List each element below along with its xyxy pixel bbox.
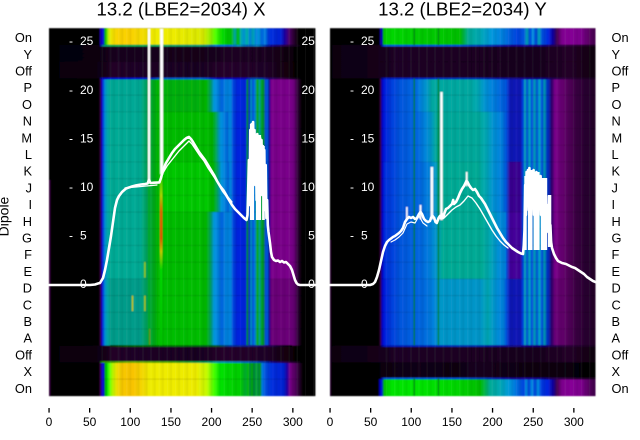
svg-text:Off: Off: [612, 347, 629, 362]
svg-text:E: E: [612, 264, 621, 279]
svg-text:M: M: [612, 130, 623, 145]
svg-text:Y: Y: [23, 47, 32, 62]
svg-text:N: N: [612, 114, 621, 129]
svg-text:20: 20: [361, 83, 375, 97]
svg-text:0: 0: [308, 277, 315, 291]
svg-text:L: L: [25, 147, 32, 162]
svg-text:G: G: [22, 231, 32, 246]
svg-text:A: A: [23, 331, 32, 346]
svg-text:F: F: [612, 247, 620, 262]
svg-text:5: 5: [80, 229, 87, 243]
svg-text:150: 150: [161, 415, 181, 429]
svg-text:P: P: [612, 80, 621, 95]
svg-text:K: K: [612, 164, 621, 179]
svg-text:Off: Off: [612, 64, 629, 79]
svg-text:X: X: [612, 364, 621, 379]
svg-text:10: 10: [301, 180, 315, 194]
svg-text:-: -: [69, 131, 73, 145]
svg-text:15: 15: [361, 131, 375, 145]
svg-text:On: On: [15, 381, 32, 396]
svg-text:M: M: [21, 130, 32, 145]
svg-text:-: -: [350, 229, 354, 243]
svg-text:On: On: [612, 381, 629, 396]
svg-text:-: -: [69, 180, 73, 194]
svg-text:25: 25: [301, 34, 315, 48]
svg-text:20: 20: [301, 83, 315, 97]
svg-text:10: 10: [80, 180, 94, 194]
svg-text:-: -: [350, 131, 354, 145]
svg-text:-: -: [350, 180, 354, 194]
svg-text:O: O: [22, 97, 32, 112]
svg-text:5: 5: [308, 229, 315, 243]
svg-text:H: H: [23, 214, 32, 229]
svg-text:D: D: [23, 281, 32, 296]
svg-text:C: C: [612, 297, 621, 312]
svg-text:200: 200: [483, 415, 503, 429]
svg-text:250: 250: [242, 415, 262, 429]
svg-text:Off: Off: [15, 64, 32, 79]
svg-text:0: 0: [327, 415, 334, 429]
svg-text:0: 0: [46, 415, 53, 429]
svg-text:300: 300: [283, 415, 303, 429]
svg-text:50: 50: [83, 415, 97, 429]
svg-text:13.2 (LBE2=2034) Y: 13.2 (LBE2=2034) Y: [378, 0, 547, 20]
svg-text:On: On: [612, 30, 629, 45]
svg-text:0: 0: [361, 277, 368, 291]
svg-text:100: 100: [120, 415, 140, 429]
svg-text:200: 200: [202, 415, 222, 429]
svg-text:H: H: [612, 214, 621, 229]
svg-text:D: D: [612, 281, 621, 296]
svg-text:O: O: [612, 97, 622, 112]
svg-text:F: F: [24, 247, 32, 262]
svg-text:50: 50: [364, 415, 378, 429]
svg-text:100: 100: [401, 415, 421, 429]
svg-text:-: -: [69, 34, 73, 48]
svg-text:15: 15: [80, 131, 94, 145]
svg-text:X: X: [23, 364, 32, 379]
svg-text:I: I: [28, 197, 32, 212]
svg-text:-: -: [350, 277, 354, 291]
svg-text:B: B: [612, 314, 621, 329]
svg-text:J: J: [26, 180, 32, 195]
svg-text:13.2 (LBE2=2034) X: 13.2 (LBE2=2034) X: [96, 0, 266, 20]
svg-text:I: I: [612, 197, 616, 212]
svg-text:G: G: [612, 231, 622, 246]
svg-text:-: -: [350, 83, 354, 97]
svg-text:P: P: [23, 80, 32, 95]
svg-text:J: J: [612, 180, 618, 195]
svg-text:10: 10: [361, 180, 375, 194]
svg-text:B: B: [23, 314, 32, 329]
svg-text:-: -: [69, 277, 73, 291]
svg-text:-: -: [69, 83, 73, 97]
svg-text:K: K: [23, 164, 32, 179]
svg-text:-: -: [350, 34, 354, 48]
svg-text:Dipole: Dipole: [0, 196, 12, 236]
svg-text:Y: Y: [612, 47, 621, 62]
svg-text:20: 20: [80, 83, 94, 97]
svg-text:N: N: [23, 114, 32, 129]
svg-text:L: L: [612, 147, 619, 162]
svg-text:A: A: [612, 331, 621, 346]
svg-text:15: 15: [301, 131, 315, 145]
svg-text:-: -: [69, 229, 73, 243]
svg-text:25: 25: [361, 34, 375, 48]
svg-text:C: C: [23, 297, 32, 312]
svg-text:300: 300: [564, 415, 584, 429]
svg-text:250: 250: [523, 415, 543, 429]
svg-text:Off: Off: [15, 347, 32, 362]
svg-text:On: On: [15, 30, 32, 45]
svg-text:E: E: [23, 264, 32, 279]
svg-text:5: 5: [361, 229, 368, 243]
svg-text:0: 0: [80, 277, 87, 291]
svg-text:25: 25: [80, 34, 94, 48]
svg-text:150: 150: [442, 415, 462, 429]
